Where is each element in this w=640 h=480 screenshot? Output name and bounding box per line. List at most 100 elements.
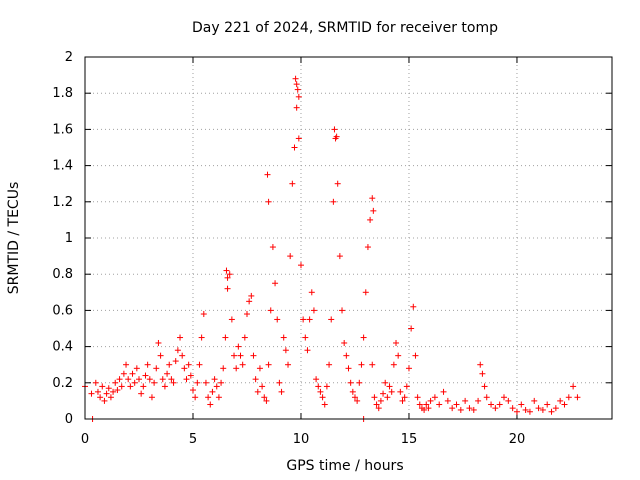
data-point [211, 376, 218, 383]
data-point [235, 343, 242, 350]
data-point [264, 171, 271, 178]
data-point [269, 244, 276, 251]
data-point [390, 361, 397, 368]
data-point [416, 401, 423, 408]
data-point [336, 253, 343, 260]
data-point [421, 406, 428, 413]
data-point [215, 394, 222, 401]
data-point [131, 379, 138, 386]
data-point [423, 401, 430, 408]
data-point [377, 397, 384, 404]
data-point [552, 405, 559, 412]
data-point [107, 394, 114, 401]
data-point [220, 365, 227, 372]
y-tick-label: 1 [65, 231, 73, 246]
data-point [351, 394, 358, 401]
data-point [256, 365, 263, 372]
data-point [431, 394, 438, 401]
data-point [272, 280, 279, 287]
y-tick-label: 0.8 [52, 267, 73, 282]
y-tick-label: 1.8 [52, 86, 73, 101]
data-point [237, 352, 244, 359]
data-point [414, 394, 421, 401]
data-point [239, 361, 246, 368]
data-point [231, 352, 238, 359]
data-point [223, 267, 230, 274]
data-point [453, 401, 460, 408]
data-point [505, 397, 512, 404]
data-point [412, 352, 419, 359]
data-point [127, 383, 134, 390]
data-point [198, 334, 205, 341]
data-point [371, 394, 378, 401]
data-point [202, 379, 209, 386]
data-point [92, 379, 99, 386]
data-point [276, 379, 283, 386]
data-point [295, 135, 302, 142]
data-point [289, 180, 296, 187]
y-tick-label: 0.2 [52, 376, 73, 391]
data-point [233, 365, 240, 372]
data-point [360, 334, 367, 341]
data-point [168, 376, 175, 383]
data-point [367, 216, 374, 223]
data-point [138, 390, 145, 397]
data-point [531, 397, 538, 404]
y-tick-label: 0.6 [52, 303, 73, 318]
data-point [278, 388, 285, 395]
data-point [380, 390, 387, 397]
data-point [274, 316, 281, 323]
data-point [259, 383, 266, 390]
data-point [333, 133, 340, 140]
data-point [254, 388, 261, 395]
data-point [403, 383, 410, 390]
data-point [293, 81, 300, 88]
data-point [481, 383, 488, 390]
data-point [535, 405, 542, 412]
data-point [224, 285, 231, 292]
data-point [133, 365, 140, 372]
data-point [177, 334, 184, 341]
data-point [261, 394, 268, 401]
data-point [263, 397, 270, 404]
x-tick-label: 0 [81, 432, 89, 447]
x-axis-label: GPS time / hours [286, 458, 403, 474]
data-point [101, 397, 108, 404]
data-point [370, 207, 377, 214]
data-point [401, 394, 408, 401]
data-point [295, 93, 302, 100]
data-point [280, 334, 287, 341]
data-point [457, 406, 464, 413]
data-point [518, 401, 525, 408]
data-point [565, 394, 572, 401]
data-point [213, 383, 220, 390]
data-point [522, 406, 529, 413]
data-point [308, 289, 315, 296]
data-point [292, 75, 299, 82]
data-point [354, 397, 361, 404]
data-point [179, 352, 186, 359]
data-point [97, 394, 104, 401]
data-point [364, 244, 371, 251]
data-point [369, 195, 376, 202]
data-point [343, 352, 350, 359]
data-point [449, 405, 456, 412]
data-point [222, 334, 229, 341]
data-point [161, 383, 168, 390]
data-point [466, 405, 473, 412]
data-point [252, 376, 259, 383]
data-point [192, 394, 199, 401]
data-point [408, 325, 415, 332]
data-point [496, 401, 503, 408]
x-tick-label: 20 [509, 432, 526, 447]
data-point [339, 307, 346, 314]
data-point [410, 303, 417, 310]
data-point [294, 86, 301, 93]
data-point [349, 388, 356, 395]
data-point [356, 379, 363, 386]
data-point [123, 361, 130, 368]
data-point [99, 383, 106, 390]
data-point [205, 394, 212, 401]
data-point [148, 394, 155, 401]
data-point [287, 253, 294, 260]
